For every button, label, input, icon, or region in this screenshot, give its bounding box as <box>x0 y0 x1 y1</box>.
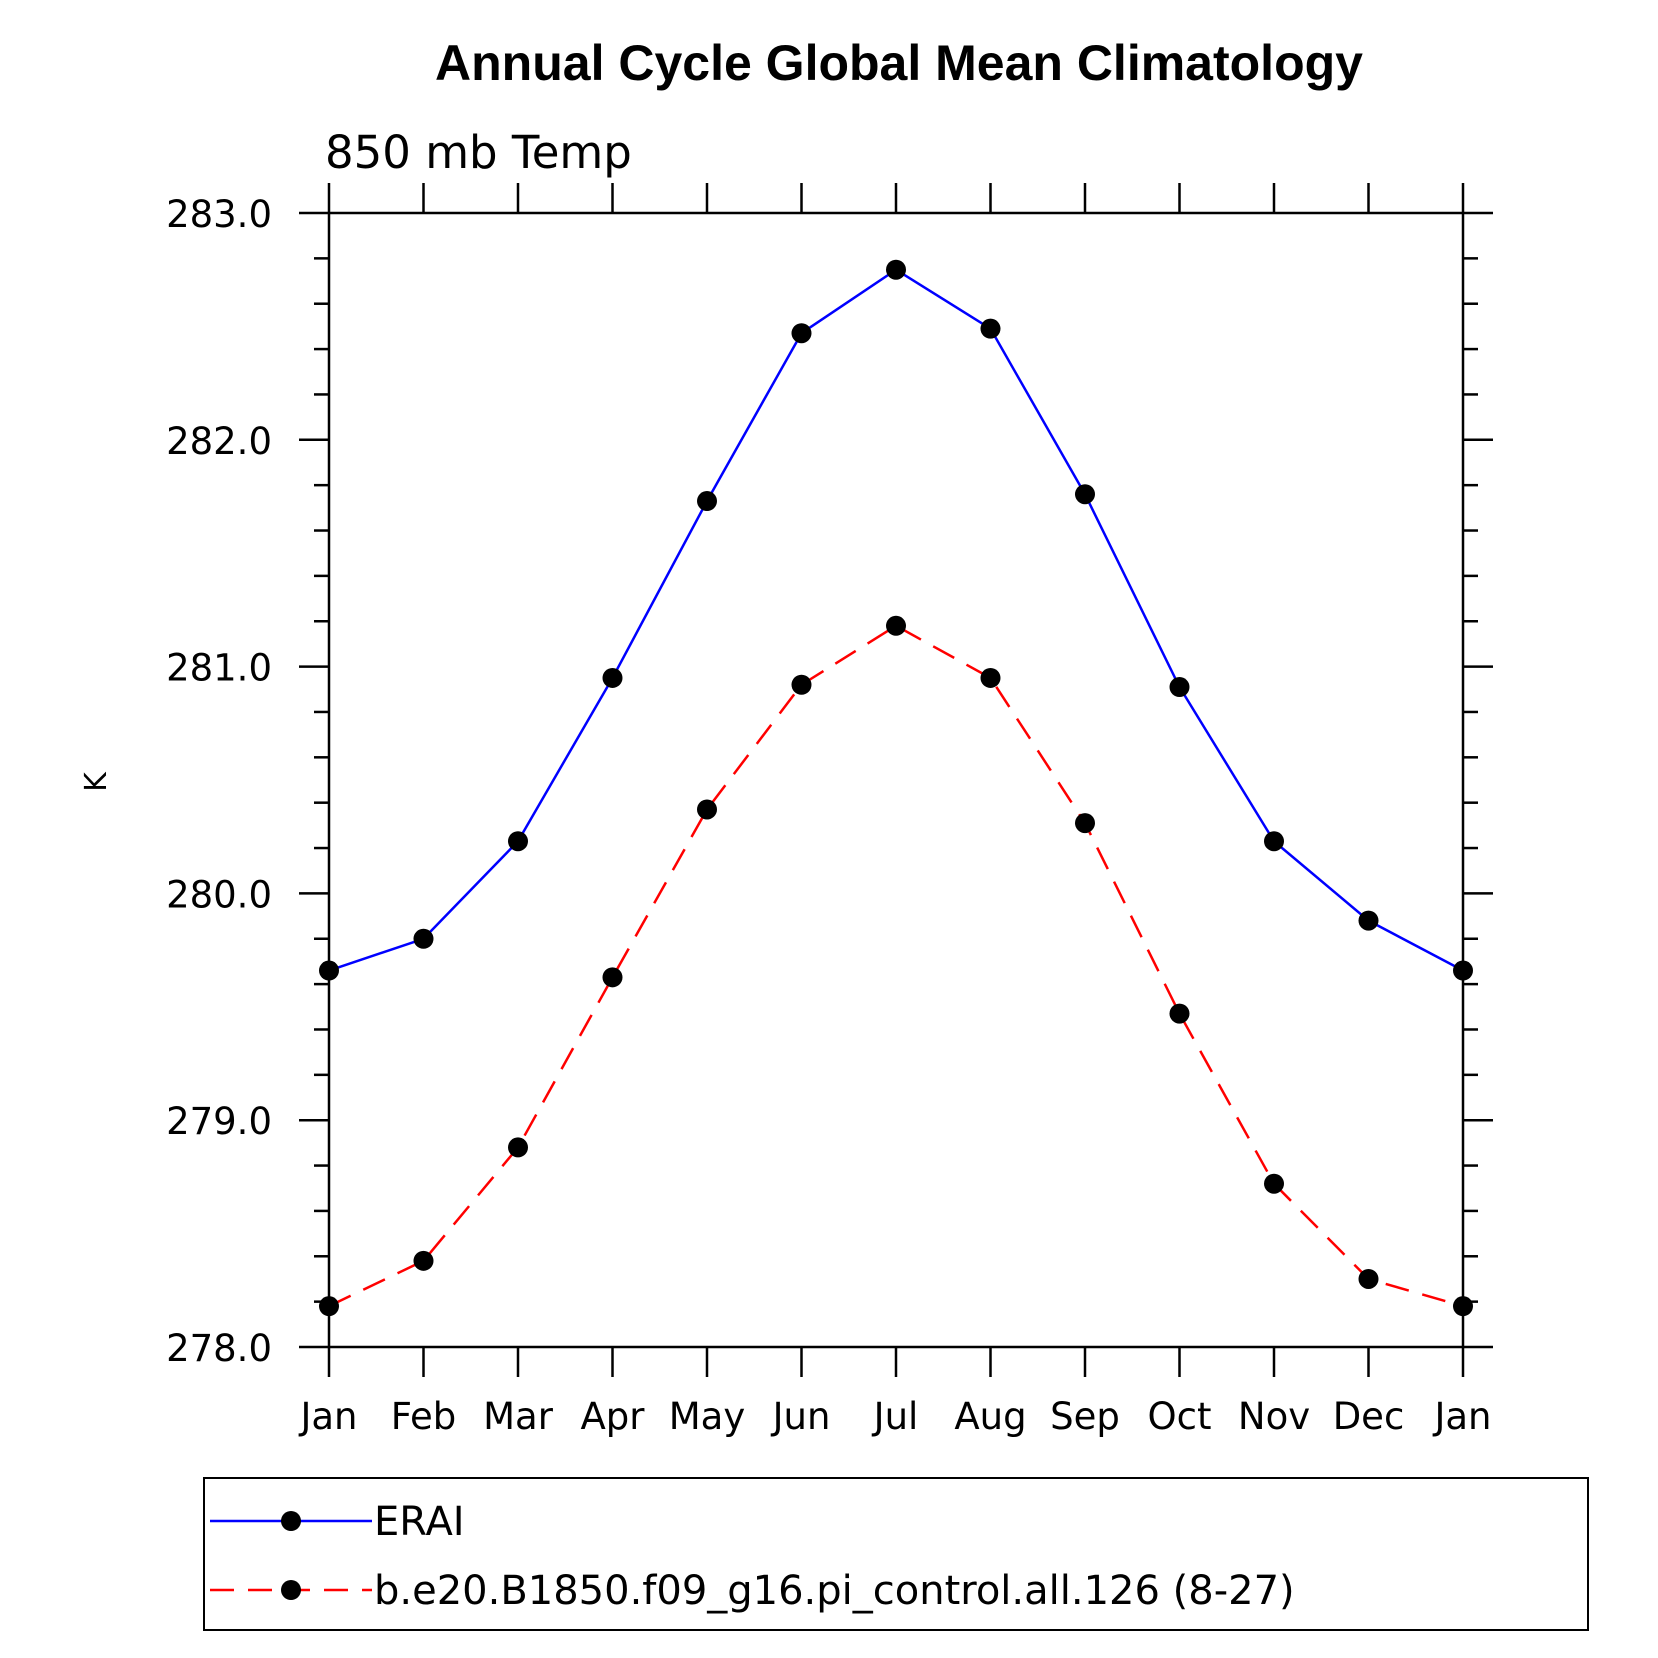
x-tick-label: Jul <box>872 1395 919 1438</box>
legend-box <box>203 1477 1589 1631</box>
data-point-1 <box>1264 1173 1284 1194</box>
data-point-0 <box>319 960 339 981</box>
x-tick-label: Aug <box>954 1395 1026 1438</box>
data-point-1 <box>886 615 906 636</box>
data-point-0 <box>602 667 623 688</box>
data-point-1 <box>980 667 1001 688</box>
data-point-1 <box>602 967 623 988</box>
chart-subtitle: 850 mb Temp <box>325 126 632 179</box>
y-tick-label: 279.0 <box>166 1100 272 1143</box>
legend-marker-model <box>281 1580 301 1600</box>
plot-frame <box>327 211 1465 1349</box>
data-point-0 <box>886 259 906 280</box>
data-point-0 <box>1358 910 1379 931</box>
x-tick-label: Jan <box>298 1395 357 1438</box>
data-point-1 <box>508 1137 528 1158</box>
chart-title: Annual Cycle Global Mean Climatology <box>435 35 1363 91</box>
x-tick-label: May <box>669 1395 746 1438</box>
x-tick-label: Dec <box>1333 1395 1405 1438</box>
data-point-0 <box>1169 677 1190 698</box>
x-tick-label: Oct <box>1148 1395 1212 1438</box>
data-point-0 <box>791 323 812 344</box>
y-axis-ticks: 278.0 279.0 280.0 281.0 282.0 283.0 <box>166 193 1493 1370</box>
x-tick-label: Nov <box>1238 1395 1310 1438</box>
x-tick-label: Jan <box>1432 1395 1491 1438</box>
data-point-1 <box>791 674 812 695</box>
legend-label-model: b.e20.B1850.f09_g16.pi_control.all.126 (… <box>374 1568 1295 1614</box>
axes <box>327 211 1465 1349</box>
data-point-1 <box>1075 813 1095 834</box>
data-point-1 <box>1453 1296 1473 1317</box>
data-point-1 <box>1169 1003 1190 1024</box>
data-point-0 <box>1075 484 1095 505</box>
series-line-1 <box>328 624 1464 1308</box>
data-point-0 <box>980 318 1001 339</box>
data-point-0 <box>697 491 717 512</box>
x-axis-ticks: Jan Feb Mar Apr May Jun Jul Aug Sep Oct Nov Dec Jan <box>298 183 1492 1438</box>
y-tick-label: 281.0 <box>166 647 272 690</box>
data-point-0 <box>1453 960 1473 981</box>
y-tick-label: 278.0 <box>166 1327 272 1370</box>
data-point-1 <box>319 1296 339 1317</box>
data-point-1 <box>413 1250 434 1271</box>
y-axis-label: K <box>79 771 114 792</box>
data-point-0 <box>1264 831 1284 852</box>
legend-label-erai: ERAI <box>374 1499 465 1545</box>
legend: ERAI b.e20.B1850.f09_g16.pi_control.all.… <box>203 1477 1589 1631</box>
x-tick-label: Feb <box>391 1395 457 1438</box>
y-tick-label: 282.0 <box>166 420 272 463</box>
x-tick-label: Mar <box>483 1395 554 1438</box>
x-tick-label: Jun <box>771 1395 831 1438</box>
data-point-0 <box>508 831 528 852</box>
y-tick-label: 283.0 <box>166 193 272 236</box>
plot-series <box>319 259 1473 1317</box>
y-tick-label: 280.0 <box>166 873 272 916</box>
data-point-0 <box>413 928 434 949</box>
data-point-1 <box>697 799 717 820</box>
x-tick-label: Sep <box>1050 1395 1120 1438</box>
legend-marker-erai <box>281 1511 301 1531</box>
x-tick-label: Apr <box>580 1395 645 1438</box>
data-point-1 <box>1358 1268 1379 1289</box>
